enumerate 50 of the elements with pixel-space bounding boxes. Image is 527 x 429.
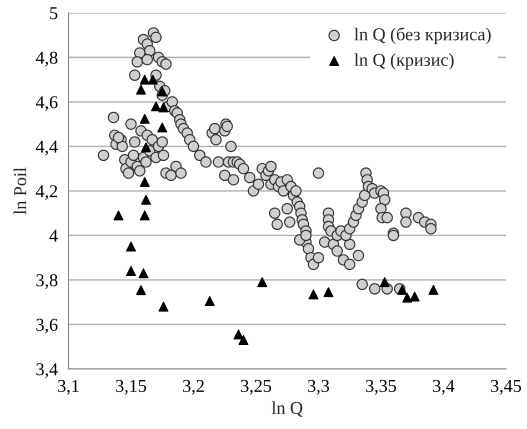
point — [238, 335, 248, 345]
point — [204, 296, 215, 306]
point — [114, 210, 124, 220]
point — [257, 277, 268, 288]
point — [141, 194, 151, 205]
point — [428, 284, 438, 295]
point — [158, 102, 168, 112]
point — [157, 122, 168, 132]
y-tick-label: 4 — [49, 230, 58, 242]
x-tick-label: 3,25 — [241, 380, 272, 395]
point — [126, 242, 136, 252]
x-tick-label: 3,4 — [433, 380, 454, 395]
point — [126, 266, 136, 276]
point — [234, 330, 244, 340]
x-tick-label: 3,3 — [308, 380, 330, 395]
point — [136, 285, 146, 296]
point — [140, 114, 150, 124]
point — [136, 84, 146, 95]
point — [138, 268, 148, 278]
x-tick-label: 3,35 — [366, 380, 396, 395]
point — [157, 86, 168, 96]
y-tick-label: 5 — [50, 7, 58, 20]
x-tick-label: 3,45 — [490, 380, 522, 395]
point — [140, 177, 150, 187]
legend-label: ln Q (без кризиса) — [354, 27, 491, 44]
y-axis-title: ln Poil — [14, 167, 26, 214]
y-tick-label: 3,4 — [36, 363, 58, 378]
point — [308, 289, 318, 300]
point — [140, 74, 150, 85]
y-tick-label: 4,6 — [36, 96, 58, 111]
point — [151, 101, 161, 112]
y-tick-label: 3,8 — [36, 274, 58, 289]
y-tick-label: 4,8 — [36, 52, 58, 66]
point — [148, 74, 158, 85]
point — [158, 302, 168, 312]
point — [380, 277, 390, 288]
point — [324, 287, 334, 298]
legend-label: ln Q (кризис) — [354, 53, 454, 70]
y-tick-label: 4,2 — [36, 185, 58, 200]
x-tick-label: 3,2 — [183, 380, 204, 395]
point — [402, 292, 412, 303]
y-tick-label: 4,4 — [36, 140, 58, 156]
x-axis-title: ln Q — [272, 401, 303, 417]
x-tick-label: 3,15 — [116, 380, 146, 395]
point — [410, 292, 420, 302]
point — [140, 210, 150, 220]
point — [141, 142, 151, 152]
point — [397, 284, 408, 295]
y-tick-label: 3,6 — [36, 318, 58, 334]
x-tick-label: 3,1 — [58, 380, 79, 395]
